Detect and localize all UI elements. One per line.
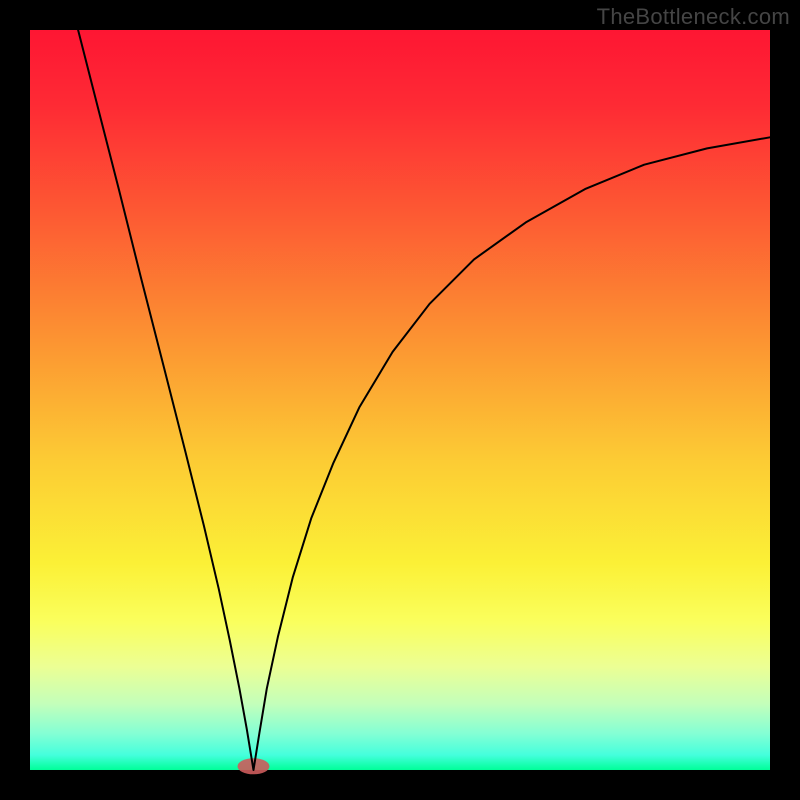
watermark-text: TheBottleneck.com: [597, 4, 790, 30]
bottleneck-chart: [0, 0, 800, 800]
plot-background: [30, 30, 770, 770]
chart-container: TheBottleneck.com: [0, 0, 800, 800]
